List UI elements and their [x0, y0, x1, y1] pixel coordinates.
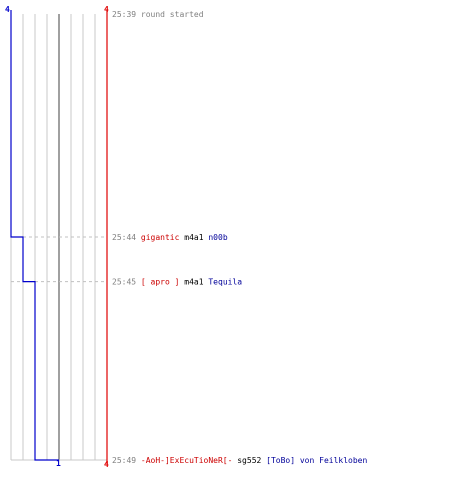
blue-start-count: 4	[5, 5, 10, 14]
event-message: round started	[136, 10, 204, 19]
event-victim: Tequila	[204, 278, 243, 287]
team-count-lines	[10, 10, 108, 464]
event-guide-lines	[11, 236, 107, 283]
event-victim: [ToBo] von Feilkloben	[261, 456, 367, 465]
event-time: 25:44	[112, 233, 136, 242]
event-row: 25:49 -AoH-]ExEcuTioNeR[- sg552 [ToBo] v…	[112, 456, 367, 465]
event-row: 25:44 gigantic m4a1 n00b	[112, 233, 228, 242]
event-row: 25:39 round started	[112, 10, 204, 19]
event-log: 25:39 round started 25:44 gigantic m4a1 n…	[112, 10, 367, 465]
event-killer: gigantic	[136, 233, 180, 242]
event-time: 25:45	[112, 278, 136, 287]
blue-end-count: 1	[56, 459, 61, 468]
event-killer: [ apro ]	[136, 278, 179, 287]
event-time: 25:39	[112, 10, 136, 19]
score-labels: 4 4 1 4	[5, 5, 109, 469]
event-time: 25:49	[112, 456, 136, 465]
event-killer: -AoH-]ExEcuTioNeR[-	[136, 456, 232, 465]
event-victim: n00b	[204, 233, 228, 242]
event-weapon: sg552	[232, 456, 261, 465]
red-end-count: 4	[104, 460, 109, 469]
event-row: 25:45 [ apro ] m4a1 Tequila	[112, 278, 242, 287]
event-weapon: m4a1	[179, 278, 203, 287]
event-weapon: m4a1	[179, 233, 203, 242]
red-start-count: 4	[104, 5, 109, 14]
blue-team-line	[10, 10, 59, 461]
